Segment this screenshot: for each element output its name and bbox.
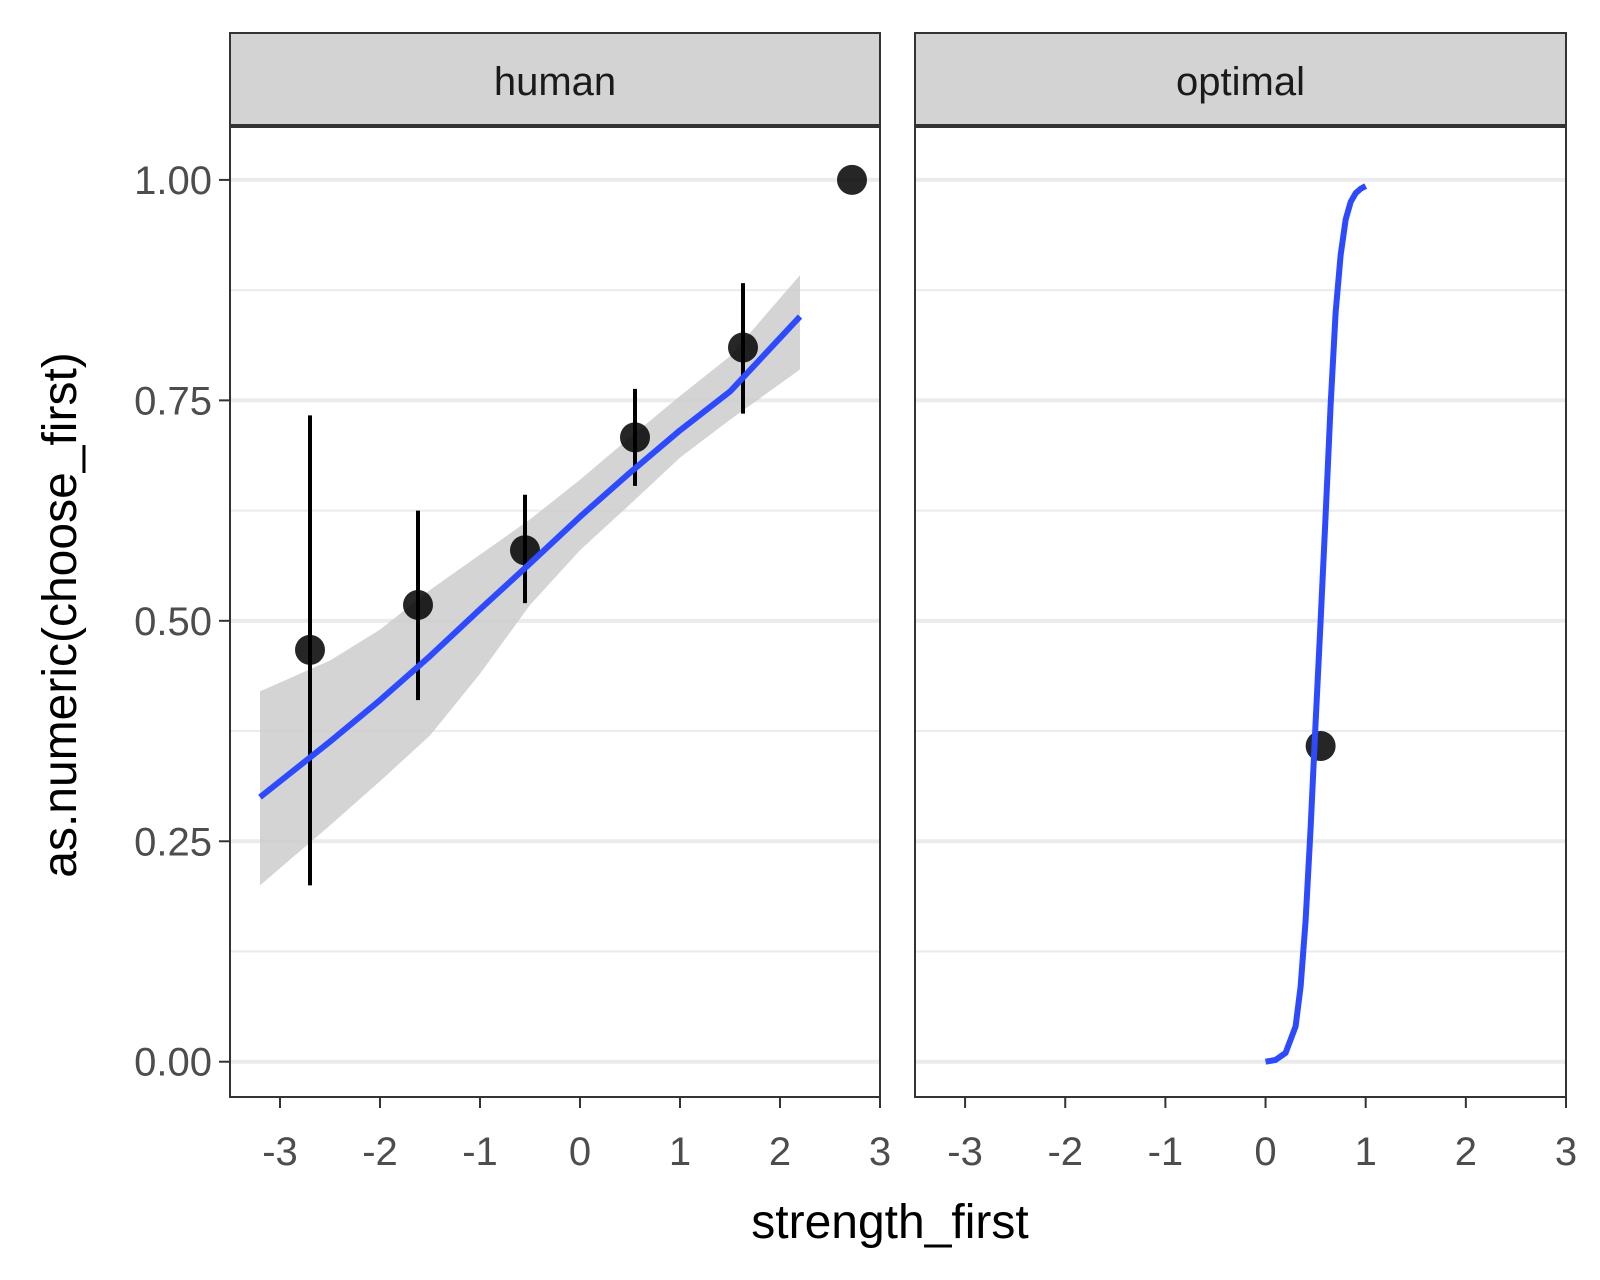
y-tick-label: 0.75 <box>134 379 212 423</box>
x-tick-label: 0 <box>1254 1130 1276 1174</box>
y-tick-label: 0.50 <box>134 600 212 644</box>
x-axis-title: strength_first <box>751 1196 1028 1249</box>
panel-background <box>230 127 880 1097</box>
x-tick-label: 3 <box>869 1130 891 1174</box>
data-point <box>728 332 758 363</box>
x-tick-label: 1 <box>1355 1130 1377 1174</box>
y-tick-label: 0.00 <box>134 1041 212 1085</box>
y-axis-title: as.numeric(choose_first) <box>34 352 87 878</box>
data-point <box>1305 731 1336 762</box>
data-point <box>295 634 325 665</box>
strip-label-human: human <box>494 60 616 104</box>
panel-human: human -3 -2 -1 0 1 2 3 0.00 0.25 0.50 0.75 1.00 <box>134 32 891 1174</box>
x-tick-label: -2 <box>1047 1130 1083 1174</box>
data-point <box>620 422 650 453</box>
panel-background <box>915 127 1566 1097</box>
data-point <box>837 164 867 195</box>
panels: human -3 -2 -1 0 1 2 3 0.00 0.25 0.50 0.75 1.00 optim… <box>134 32 1577 1174</box>
fit-line <box>1265 183 1368 1065</box>
fit-line <box>258 314 803 800</box>
data-point <box>403 589 433 620</box>
panel-optimal: optimal -3 -2 -1 0 1 2 3 <box>914 32 1577 1174</box>
x-tick-label: -1 <box>462 1130 498 1174</box>
x-tick-label: 1 <box>669 1130 691 1174</box>
x-tick-label: -3 <box>262 1130 298 1174</box>
x-tick-label: 0 <box>569 1130 591 1174</box>
confidence-ribbon <box>260 275 800 886</box>
panel-border <box>914 126 1567 1098</box>
strip-human <box>229 32 881 126</box>
strip-optimal <box>914 32 1567 126</box>
x-tick-label: -3 <box>947 1130 983 1174</box>
y-tick-label: 0.25 <box>134 820 212 864</box>
strip-label-optimal: optimal <box>1176 60 1305 104</box>
x-tick-label: 2 <box>1455 1130 1477 1174</box>
x-tick-label: -1 <box>1148 1130 1184 1174</box>
y-tick-label: 1.00 <box>134 159 212 203</box>
x-tick-label: 3 <box>1555 1130 1577 1174</box>
x-tick-label: 2 <box>769 1130 791 1174</box>
x-tick-label: -2 <box>362 1130 398 1174</box>
panel-border <box>229 126 881 1098</box>
